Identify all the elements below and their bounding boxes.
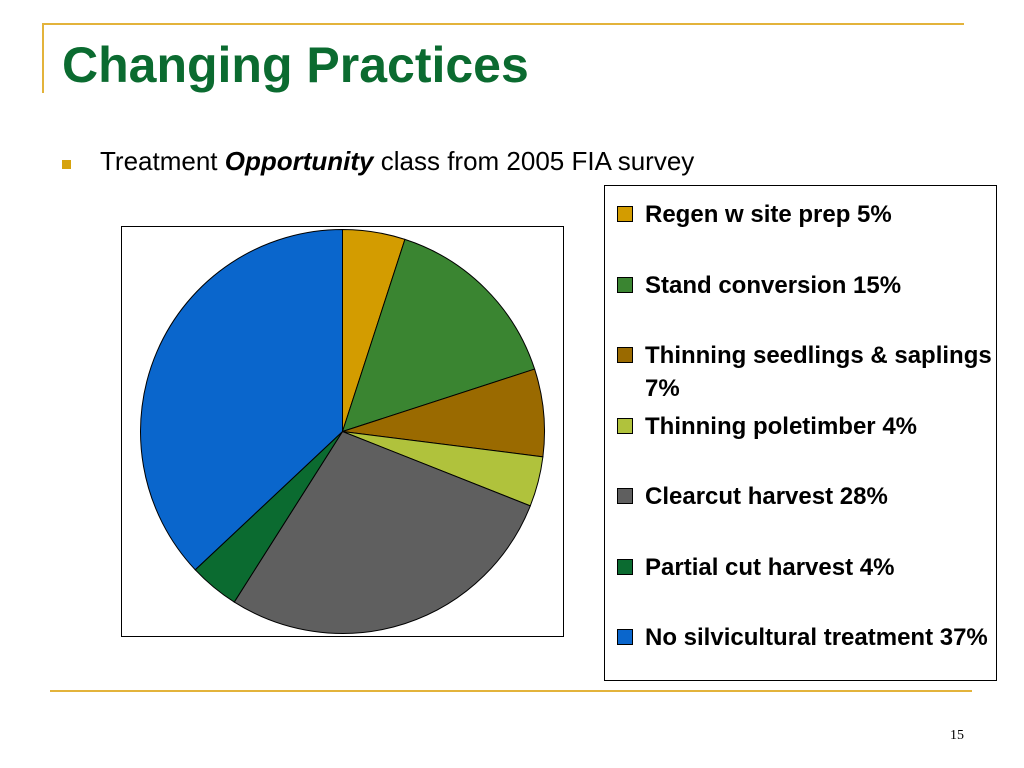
left-frame-line <box>42 23 44 93</box>
square-bullet-icon <box>62 160 71 169</box>
pie-chart-area <box>121 226 564 637</box>
pie-slice-6 <box>140 228 343 571</box>
legend-swatch-0 <box>617 206 633 222</box>
legend-label-6: No silvicultural treatment 37% <box>645 624 988 651</box>
bullet-text-start: Treatment <box>100 146 225 176</box>
bottom-rule-line <box>50 690 972 692</box>
legend-label-3: Thinning poletimber 4% <box>645 412 918 440</box>
legend-swatch-5 <box>617 558 633 575</box>
pie-slice-4 <box>233 430 531 634</box>
legend-label-4: Clearcut harvest 28% <box>645 483 888 510</box>
legend-swatch-1 <box>617 276 633 293</box>
legend-label-0: Regen w site prep 5% <box>645 201 892 228</box>
bullet-text: Treatment Opportunity class from 2005 FI… <box>100 146 694 177</box>
pie-chart <box>140 228 545 634</box>
bullet-text-emphasis: Opportunity <box>224 146 374 176</box>
legend-label-1: Stand conversion 15% <box>645 271 902 299</box>
legend-label-2: Thinning seedlings & saplings 7% <box>645 342 992 402</box>
legend-swatch-3 <box>617 417 633 434</box>
legend-swatch-2 <box>617 347 633 363</box>
chart-legend: Regen w site prep 5% Stand conversion 15%… <box>604 185 997 681</box>
legend-swatch-4 <box>617 488 633 504</box>
legend-label-5: Partial cut harvest 4% <box>645 553 895 581</box>
bullet-text-end: class from 2005 FIA survey <box>373 146 695 176</box>
pie-slice-1 <box>341 238 536 433</box>
top-frame-line <box>42 23 964 25</box>
slide-title: Changing Practices <box>62 37 529 93</box>
page-number: 15 <box>950 728 964 743</box>
legend-swatch-6 <box>617 629 633 645</box>
